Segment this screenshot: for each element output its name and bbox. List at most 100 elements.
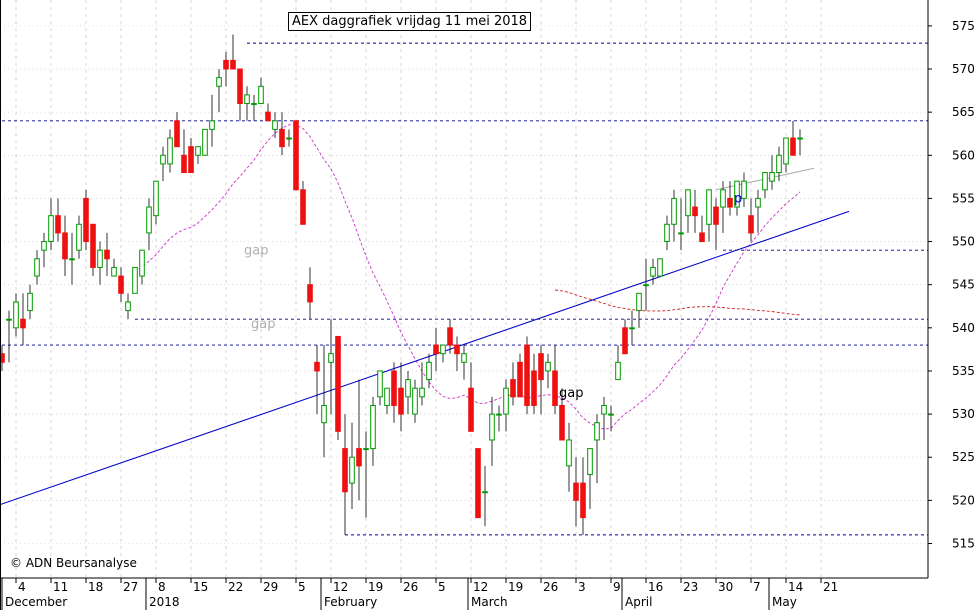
candle-body	[174, 120, 180, 148]
ma-short-line	[134, 124, 801, 430]
month-label: May	[772, 595, 797, 609]
candle-body	[524, 344, 530, 406]
month-label: April	[625, 595, 652, 609]
candle-body	[391, 370, 397, 406]
candle-body	[335, 335, 341, 432]
candle-body	[195, 146, 201, 156]
x-tick-label: 12	[333, 580, 348, 594]
trend-lines	[0, 167, 850, 506]
candle-body	[41, 241, 47, 251]
x-tick-label: 4	[18, 580, 26, 594]
x-tick-label: 7	[753, 580, 761, 594]
y-tick-label: 550	[952, 235, 975, 249]
candle-body	[650, 266, 656, 277]
candle-body	[594, 422, 600, 441]
y-tick-label: 565	[952, 105, 975, 119]
candle-body	[286, 137, 292, 140]
moving-averages	[134, 124, 801, 430]
candle-body	[475, 448, 481, 519]
y-tick-label: 525	[952, 450, 975, 464]
candle-body	[685, 189, 691, 217]
candle-body	[797, 137, 803, 140]
candle-body	[370, 404, 376, 450]
candle-body	[580, 482, 586, 519]
candle-body	[237, 68, 243, 105]
y-tick-label: 555	[952, 191, 975, 205]
candle-body	[405, 379, 411, 398]
candle-body	[328, 353, 334, 363]
x-tick-label: 21	[823, 580, 838, 594]
candle-body	[48, 215, 54, 243]
x-tick-label: 8	[158, 580, 166, 594]
candle-body	[76, 223, 82, 251]
x-tick-label: 26	[543, 580, 558, 594]
candle-body	[552, 370, 558, 406]
candle-body	[356, 448, 362, 467]
candle-body	[139, 249, 145, 277]
candle-body	[90, 223, 96, 268]
candle-body	[6, 318, 12, 321]
candle-body	[454, 344, 460, 355]
candle-body	[62, 232, 68, 260]
candle-body	[664, 223, 670, 243]
candle-body	[741, 180, 747, 199]
grid-lines	[0, 0, 928, 578]
annotation-label: gap	[251, 317, 275, 332]
annotation-label: gap	[559, 386, 583, 401]
candle-body	[13, 301, 19, 329]
trendline-main	[0, 210, 850, 506]
candle-body	[279, 128, 285, 148]
candle-body	[461, 353, 467, 363]
x-tick-label: 5	[438, 580, 446, 594]
candle-body	[678, 232, 684, 235]
candle-body	[265, 111, 271, 122]
candle-body	[776, 154, 782, 174]
candles	[0, 34, 803, 535]
candle-body	[0, 353, 5, 363]
candle-body	[440, 344, 446, 355]
x-tick-label: 16	[648, 580, 663, 594]
candle-body	[125, 301, 131, 312]
x-tick-label: 19	[508, 580, 523, 594]
month-label: March	[471, 595, 508, 609]
month-label: December	[5, 595, 67, 609]
y-tick-label: 540	[952, 321, 975, 335]
candle-body	[601, 404, 607, 415]
y-tick-label: 530	[952, 407, 975, 421]
candle-body	[181, 154, 187, 174]
candle-body	[489, 413, 495, 441]
candle-body	[433, 344, 439, 355]
candle-body	[559, 404, 565, 441]
candle-body	[496, 413, 502, 416]
horizontal-levels	[2, 42, 928, 536]
candle-body	[419, 387, 425, 398]
y-tick-label: 570	[952, 62, 975, 76]
candle-body	[167, 137, 173, 165]
x-tick-label: 23	[683, 580, 698, 594]
candle-body	[713, 206, 719, 225]
candle-body	[657, 258, 663, 277]
y-tick-label: 520	[952, 493, 975, 507]
candle-body	[188, 146, 194, 174]
candle-body	[20, 318, 26, 329]
candle-body	[727, 197, 733, 208]
x-tick-label: 5	[298, 580, 306, 594]
candle-body	[636, 292, 642, 312]
candle-body	[692, 206, 698, 217]
candle-body	[447, 327, 453, 346]
candle-body	[223, 59, 229, 70]
candle-body	[27, 292, 33, 312]
candle-body	[615, 361, 621, 381]
x-tick-label: 3	[578, 580, 586, 594]
copyright-label: © ADN Beursanalyse	[10, 556, 137, 570]
candle-body	[671, 197, 677, 225]
x-axis-labels: 4 11 18 27 8 15 22 29 5 12 19 26 5 12 19 26 3 9 16 23 30 7 14 2…	[1, 578, 838, 610]
candle-body	[293, 120, 299, 191]
candle-body	[314, 361, 320, 372]
y-tick-label: 575	[952, 19, 975, 33]
candle-body	[790, 137, 796, 156]
candle-body	[629, 327, 635, 330]
candle-body	[755, 197, 761, 208]
candle-body	[573, 482, 579, 501]
month-label: 2018	[149, 595, 180, 609]
